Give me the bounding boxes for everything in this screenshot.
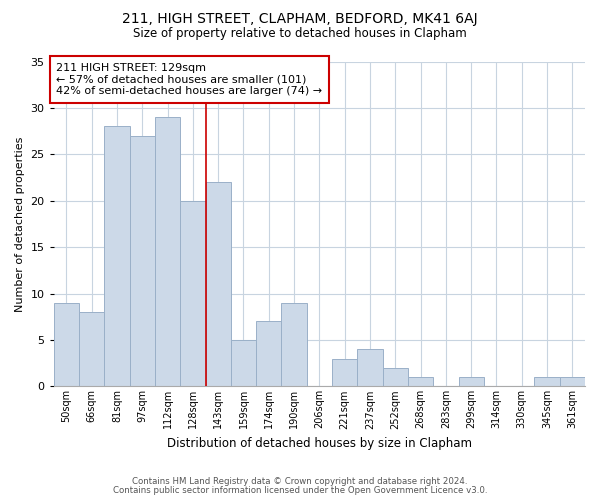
Text: Contains HM Land Registry data © Crown copyright and database right 2024.: Contains HM Land Registry data © Crown c… xyxy=(132,477,468,486)
Text: Contains public sector information licensed under the Open Government Licence v3: Contains public sector information licen… xyxy=(113,486,487,495)
Text: Size of property relative to detached houses in Clapham: Size of property relative to detached ho… xyxy=(133,28,467,40)
Bar xyxy=(408,377,433,386)
Bar xyxy=(332,358,358,386)
Bar xyxy=(535,377,560,386)
X-axis label: Distribution of detached houses by size in Clapham: Distribution of detached houses by size … xyxy=(167,437,472,450)
Bar xyxy=(54,303,79,386)
Bar xyxy=(458,377,484,386)
Bar xyxy=(104,126,130,386)
Bar xyxy=(256,322,281,386)
Bar xyxy=(206,182,231,386)
Bar xyxy=(560,377,585,386)
Y-axis label: Number of detached properties: Number of detached properties xyxy=(15,136,25,312)
Bar xyxy=(358,350,383,387)
Bar xyxy=(383,368,408,386)
Bar xyxy=(79,312,104,386)
Bar xyxy=(231,340,256,386)
Bar xyxy=(180,200,206,386)
Text: 211, HIGH STREET, CLAPHAM, BEDFORD, MK41 6AJ: 211, HIGH STREET, CLAPHAM, BEDFORD, MK41… xyxy=(122,12,478,26)
Bar xyxy=(281,303,307,386)
Bar xyxy=(155,117,180,386)
Bar xyxy=(130,136,155,386)
Text: 211 HIGH STREET: 129sqm
← 57% of detached houses are smaller (101)
42% of semi-d: 211 HIGH STREET: 129sqm ← 57% of detache… xyxy=(56,63,322,96)
